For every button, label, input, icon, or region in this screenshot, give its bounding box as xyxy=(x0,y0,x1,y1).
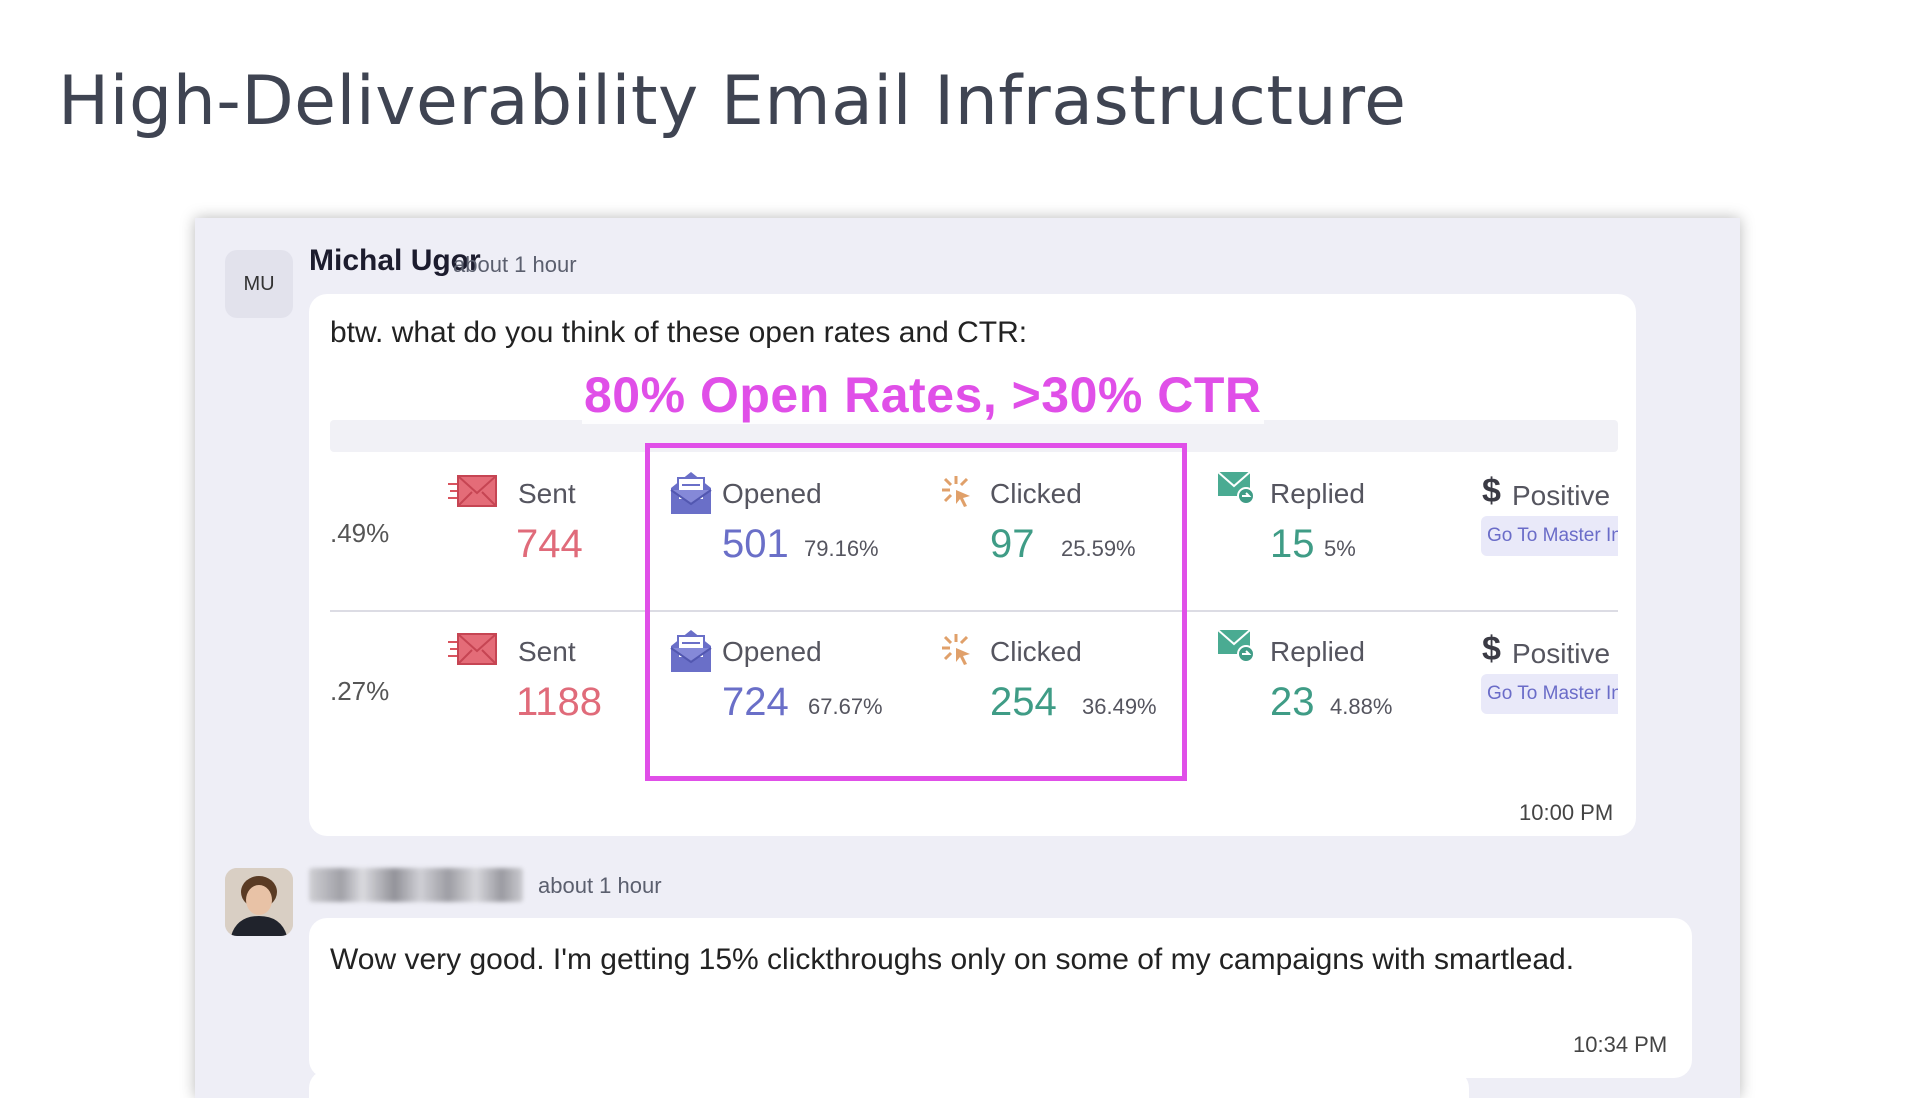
message-timestamp: 10:00 PM xyxy=(1519,800,1614,825)
envelope-opened-icon xyxy=(670,630,712,672)
clicked-percent: 25.59% xyxy=(1061,536,1136,561)
replied-value: 15 xyxy=(1270,522,1315,566)
opened-percent: 79.16% xyxy=(804,536,879,561)
envelope-replied-icon xyxy=(1217,629,1255,663)
partial-percent: .27% xyxy=(330,676,390,706)
sent-label: Sent xyxy=(518,478,576,509)
replied-label: Replied xyxy=(1270,636,1365,667)
go-to-master-inbox-button[interactable]: Go To Master Inbox xyxy=(1481,674,1618,714)
message-text: btw. what do you think of these open rat… xyxy=(330,316,1028,349)
highlight-annotation-label: 80% Open Rates, >30% CTR xyxy=(582,366,1264,424)
clicked-label: Clicked xyxy=(990,636,1082,667)
message-bubble: Wow very good. I'm getting 15% clickthro… xyxy=(309,918,1692,1078)
clicked-percent: 36.49% xyxy=(1082,694,1157,719)
envelope-opened-icon xyxy=(670,472,712,514)
campaign-stats-table: .49% Sent 744 xyxy=(330,420,1618,768)
avatar[interactable] xyxy=(225,868,293,936)
chat-panel: MU Michal Ugor about 1 hour btw. what do… xyxy=(195,218,1740,1098)
message-author[interactable]: Michal Ugor xyxy=(309,244,481,277)
table-row: .27% Sent 1188 xyxy=(330,612,1618,768)
sent-value: 744 xyxy=(516,522,583,566)
dollar-icon: $ xyxy=(1482,472,1501,510)
replied-percent: 4.88% xyxy=(1330,694,1393,719)
message-time-ago: about 1 hour xyxy=(453,252,577,277)
clicked-value: 97 xyxy=(990,522,1035,566)
positive-label: Positive xyxy=(1512,638,1611,669)
sent-label: Sent xyxy=(518,636,576,667)
replied-label: Replied xyxy=(1270,478,1365,509)
message-text: Wow very good. I'm getting 15% clickthro… xyxy=(330,943,1575,976)
positive-label: Positive xyxy=(1512,480,1611,511)
table-row: .49% Sent 744 xyxy=(330,454,1618,612)
clicked-value: 254 xyxy=(990,680,1057,724)
replied-value: 23 xyxy=(1270,680,1315,724)
partial-percent: .49% xyxy=(330,518,390,548)
opened-label: Opened xyxy=(722,478,822,509)
envelope-sent-icon xyxy=(448,475,497,507)
envelope-replied-icon xyxy=(1217,471,1255,505)
slide-title: High-Deliverability Email Infrastructure xyxy=(58,62,1407,141)
clicked-label: Clicked xyxy=(990,478,1082,509)
click-cursor-icon xyxy=(942,634,970,665)
highlight-annotation-box xyxy=(645,443,1187,781)
dollar-icon: $ xyxy=(1482,630,1501,668)
go-to-master-inbox-button[interactable]: Go To Master Inbox xyxy=(1481,516,1618,556)
avatar[interactable]: MU xyxy=(225,250,293,318)
message-bubble-partial xyxy=(309,1070,1469,1098)
blurred-author-name xyxy=(309,868,523,902)
message-time-ago: about 1 hour xyxy=(538,873,662,898)
opened-label: Opened xyxy=(722,636,822,667)
opened-percent: 67.67% xyxy=(808,694,883,719)
opened-value: 501 xyxy=(722,522,789,566)
person-avatar-icon xyxy=(225,868,293,936)
message-timestamp: 10:34 PM xyxy=(1573,1032,1668,1057)
click-cursor-icon xyxy=(942,476,970,507)
replied-percent: 5% xyxy=(1324,536,1356,561)
envelope-sent-icon xyxy=(448,633,497,665)
sent-value: 1188 xyxy=(516,680,603,724)
opened-value: 724 xyxy=(722,680,789,724)
